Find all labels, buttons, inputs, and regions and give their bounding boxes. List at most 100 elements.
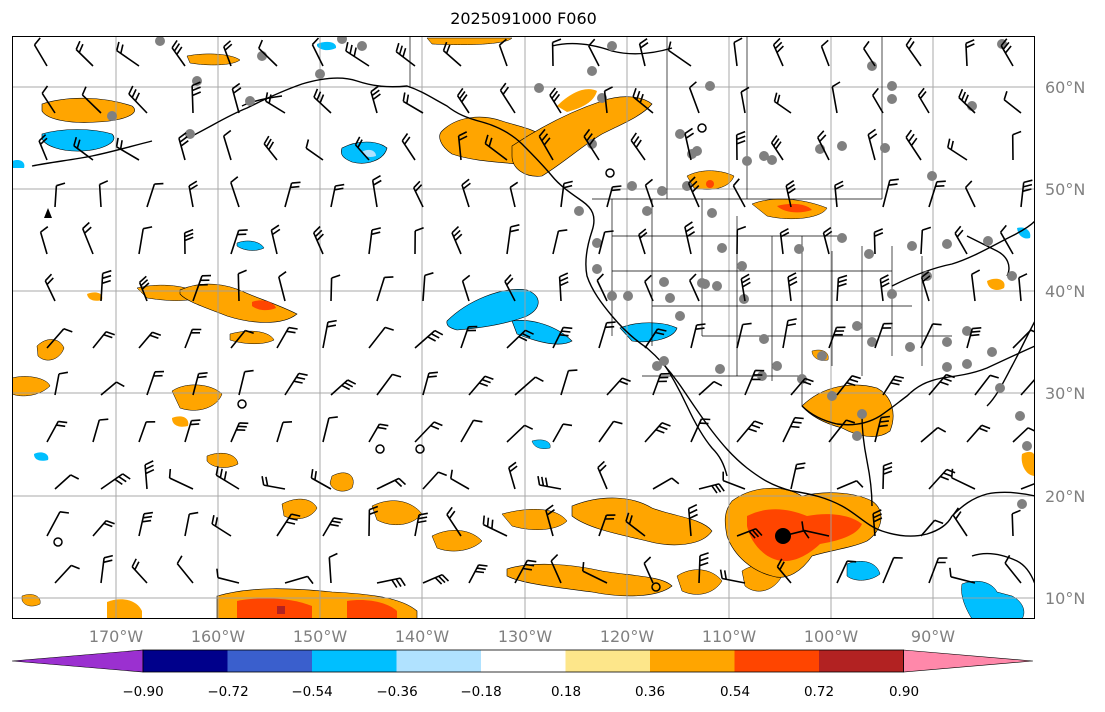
political-borders: [409, 36, 952, 406]
colorbar-cell: [481, 650, 566, 672]
anomaly-fields: [12, 37, 1035, 619]
wind-barb: [468, 375, 494, 396]
station-dot: [705, 81, 715, 91]
wind-barb: [230, 229, 248, 255]
wind-barb: [100, 554, 113, 584]
station-dot: [697, 278, 707, 288]
station-dot: [623, 291, 633, 301]
wind-barb: [33, 37, 48, 67]
wind-barb: [537, 475, 562, 490]
station-dot: [315, 69, 325, 79]
wind-barb: [638, 38, 649, 67]
wind-barb: [54, 371, 69, 396]
station-dot: [659, 356, 669, 366]
wind-barb: [284, 575, 314, 585]
station-dot: [857, 409, 867, 419]
wind-barb: [688, 81, 700, 114]
wind-barb: [652, 372, 670, 396]
station-dot: [864, 249, 874, 259]
station-dot: [707, 208, 717, 218]
wind-barb: [284, 181, 301, 208]
station-dot: [587, 66, 597, 76]
wind-barb: [115, 137, 140, 161]
wind-barb: [560, 369, 578, 396]
calm-circle: [605, 168, 615, 178]
wind-barb: [401, 133, 416, 161]
graticule: [12, 36, 1035, 619]
wind-barb: [966, 424, 991, 443]
wind-barb: [652, 477, 680, 490]
wind-barb: [625, 512, 646, 537]
wind-barb: [782, 416, 804, 443]
wind-barb: [168, 468, 194, 490]
wind-barb: [873, 228, 884, 255]
wind-barb: [1011, 509, 1021, 537]
wind-barb: [1004, 554, 1022, 584]
wind-barb: [583, 128, 600, 161]
lon-label: 120°W: [599, 627, 655, 646]
wind-barb: [376, 373, 402, 396]
station-dot: [155, 36, 165, 46]
station-dot: [642, 206, 652, 216]
station-dot: [717, 243, 727, 253]
wind-barb: [460, 419, 483, 443]
station-dot: [607, 291, 617, 301]
station-dot: [652, 361, 662, 371]
lon-label: 130°W: [497, 627, 553, 646]
wind-barb: [39, 226, 49, 255]
station-dot: [852, 431, 862, 441]
wind-barb: [328, 552, 338, 584]
wind-barb: [828, 419, 856, 443]
wind-barb: [178, 132, 189, 161]
wind-barb: [100, 473, 131, 490]
wind-barb: [457, 131, 468, 161]
wind-barb: [330, 274, 341, 302]
colorbar-cell: [312, 650, 397, 672]
station-dot: [665, 293, 675, 303]
wind-barb: [450, 469, 470, 490]
colorbar-tick-label: 0.36: [634, 684, 666, 700]
station-dot: [905, 342, 915, 352]
wind-barb: [690, 418, 711, 443]
wind-barb: [188, 180, 198, 208]
wind-barb: [46, 420, 68, 443]
wind-barb: [1000, 38, 1014, 67]
wind-barb: [598, 514, 616, 537]
wind-barb: [606, 185, 622, 208]
lat-label: 30°N: [1045, 384, 1086, 403]
wind-barb: [836, 274, 848, 302]
wind-barb: [376, 477, 407, 490]
station-dot: [837, 141, 847, 151]
lon-label: 170°W: [88, 627, 144, 646]
wind-barb: [863, 40, 876, 67]
wind-barb: [422, 573, 450, 585]
wind-barb: [402, 92, 424, 114]
wind-barb: [598, 420, 623, 443]
wind-barb: [687, 503, 698, 537]
station-dot: [592, 264, 602, 274]
wind-barb: [688, 273, 700, 302]
wind-barb: [644, 422, 671, 443]
lat-label: 60°N: [1045, 78, 1086, 97]
calm-circle: [651, 582, 661, 592]
station-dot: [772, 361, 782, 371]
wind-barb: [264, 92, 286, 114]
wind-barb: [414, 421, 443, 443]
wind-barb: [820, 39, 830, 67]
wind-barb: [73, 136, 94, 161]
colorbar-cell: [819, 650, 904, 672]
wind-barb: [261, 476, 286, 490]
station-dot: [759, 334, 769, 344]
flag-barb-marker: [44, 208, 52, 218]
station-dot: [887, 81, 897, 91]
wind-barb: [964, 180, 976, 208]
wind-barb: [698, 380, 723, 396]
wind-barb: [879, 274, 890, 302]
wind-barb: [740, 86, 750, 114]
calm-circle: [53, 537, 63, 547]
wind-barb: [138, 226, 153, 255]
colorbar-tick-label: 0.90: [888, 684, 920, 700]
station-dot: [715, 364, 725, 374]
wind-barb: [46, 511, 70, 537]
wind-barb: [138, 275, 150, 302]
